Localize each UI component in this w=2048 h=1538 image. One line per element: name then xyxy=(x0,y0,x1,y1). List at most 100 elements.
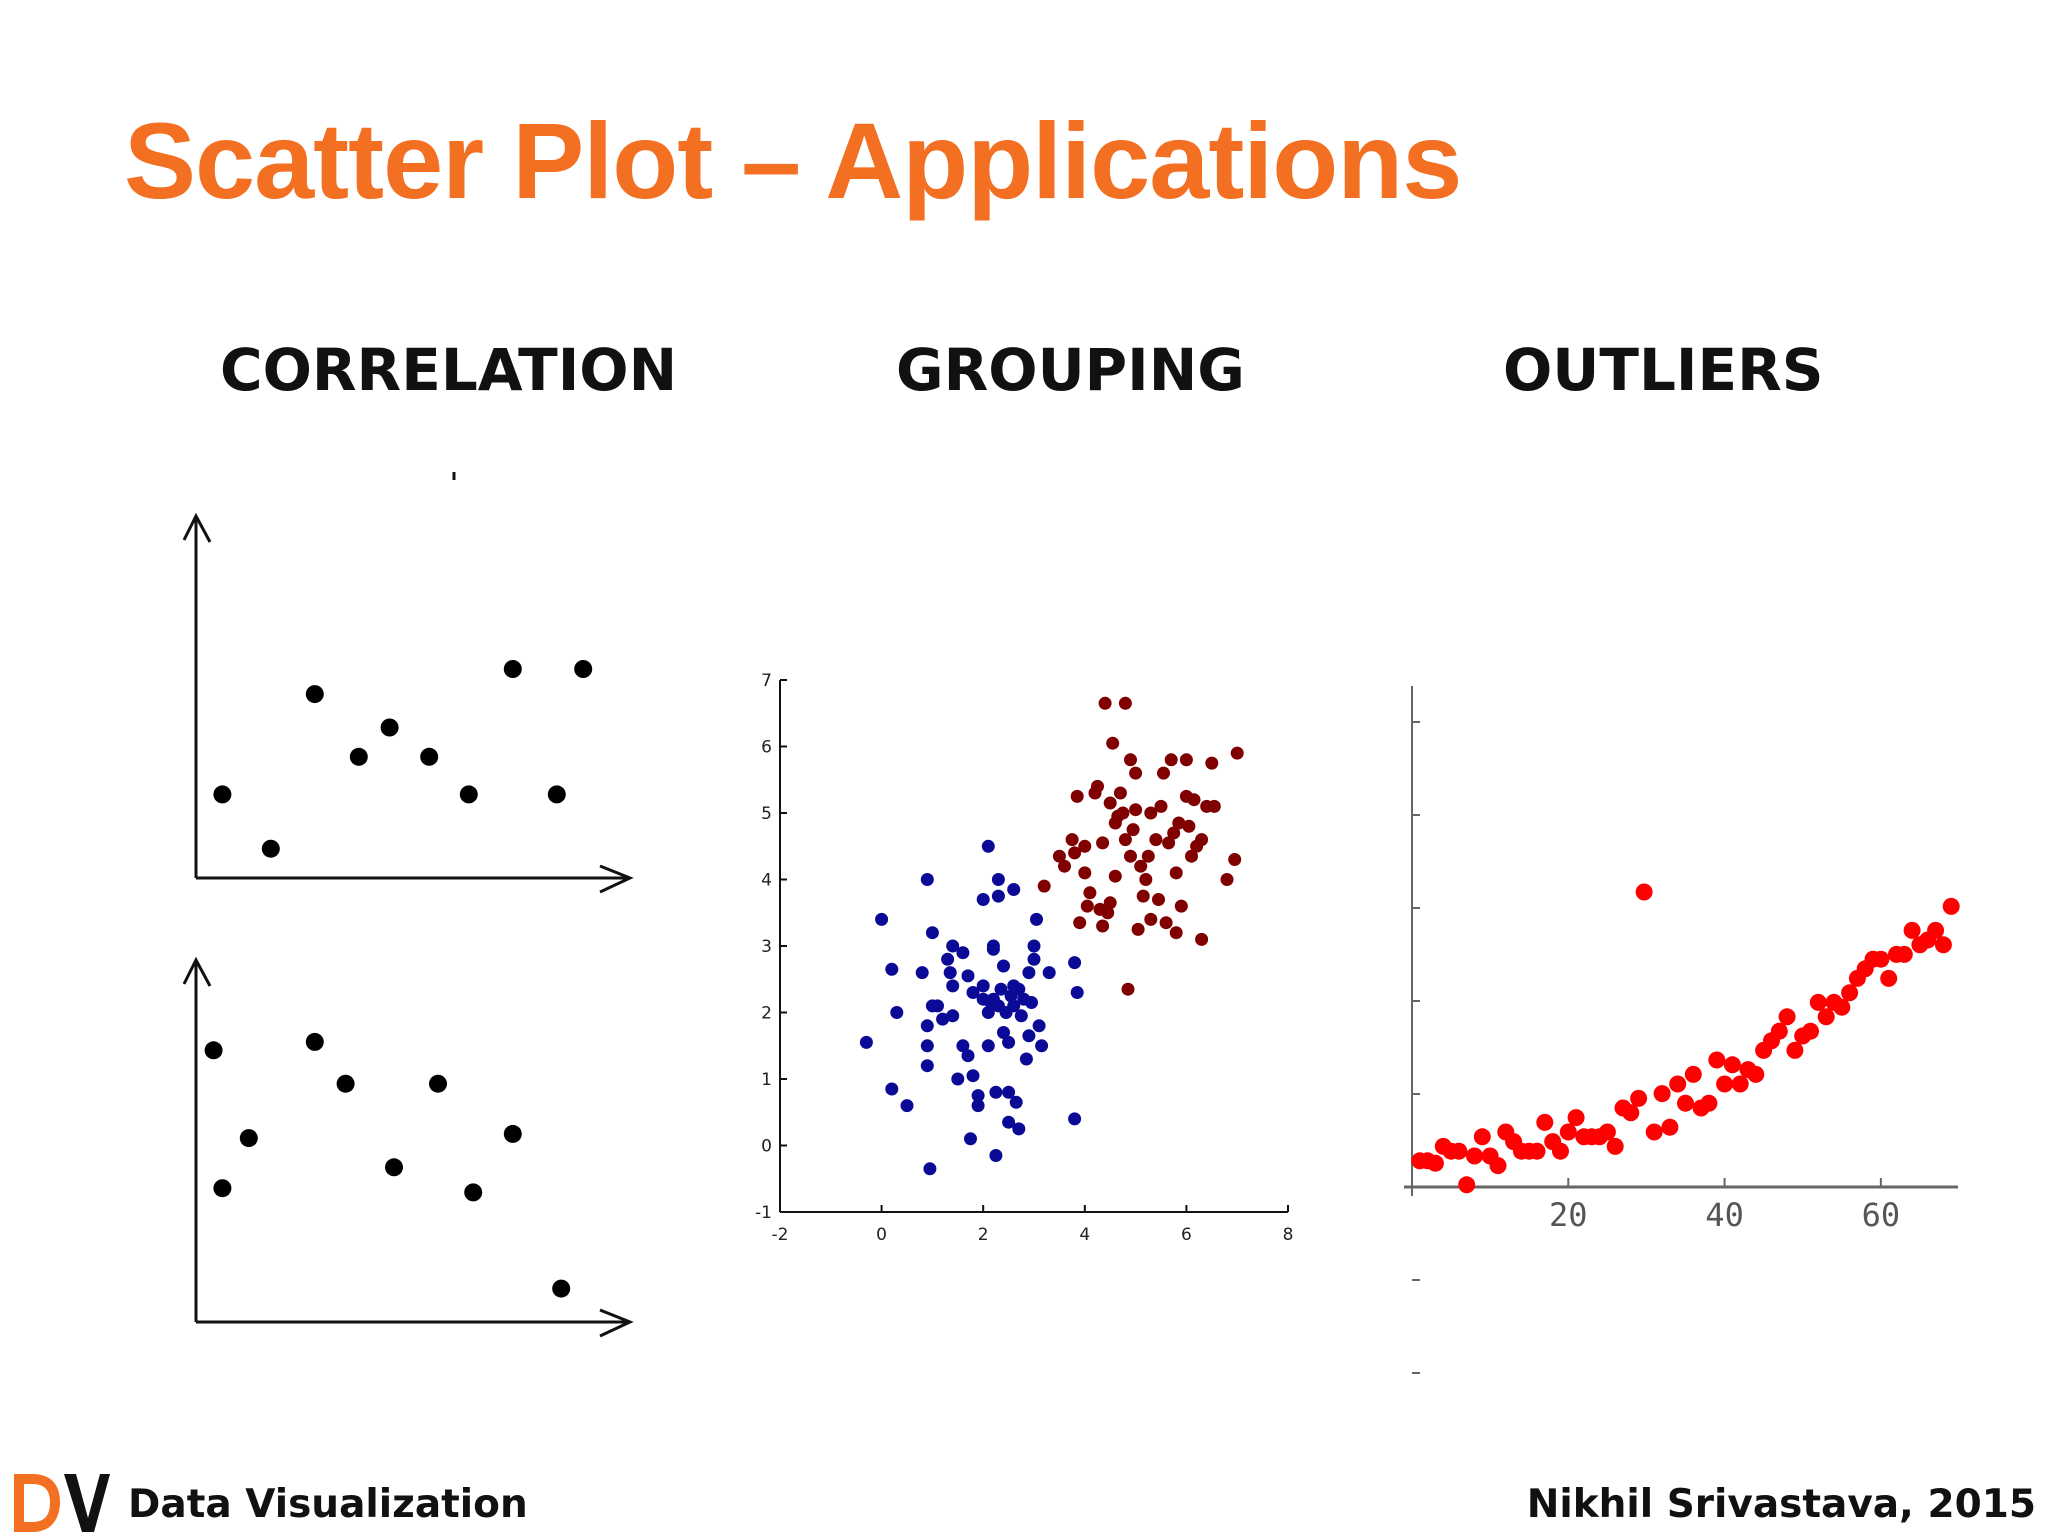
data-point xyxy=(1903,921,1921,939)
correlation-bottom-axes xyxy=(182,956,634,1338)
data-point xyxy=(1096,919,1110,933)
data-point xyxy=(1080,899,1094,913)
data-point xyxy=(503,1124,522,1143)
data-point xyxy=(1073,916,1087,930)
data-point xyxy=(951,1072,965,1086)
data-point xyxy=(946,979,960,993)
grouping-heading: GROUPING xyxy=(896,336,1245,404)
data-point xyxy=(1014,1009,1028,1023)
data-point xyxy=(464,1183,483,1202)
data-point xyxy=(261,839,280,858)
correlation-top-x-arrow xyxy=(599,864,634,894)
data-point xyxy=(1606,1137,1624,1155)
data-point xyxy=(1065,833,1079,847)
data-point xyxy=(920,873,934,886)
data-point xyxy=(1116,806,1130,820)
data-point xyxy=(1009,1095,1023,1109)
data-point xyxy=(1101,906,1115,920)
data-point xyxy=(1172,816,1186,830)
y-tick-label: 5 xyxy=(761,804,772,824)
data-point xyxy=(976,979,990,993)
data-point xyxy=(1002,1085,1016,1099)
data-point xyxy=(1091,779,1104,793)
outliers-points xyxy=(1411,883,1960,1194)
data-point xyxy=(890,1006,904,1019)
data-point xyxy=(900,1099,914,1113)
y-tick-label: 7 xyxy=(761,671,772,691)
data-point xyxy=(1169,926,1183,940)
y-tick-label: -1 xyxy=(755,1203,772,1223)
data-point xyxy=(1134,859,1148,873)
data-point xyxy=(204,1041,223,1060)
data-point xyxy=(981,1039,995,1053)
data-point xyxy=(1007,999,1021,1013)
data-point xyxy=(420,747,439,766)
data-point xyxy=(1723,1056,1741,1074)
data-point xyxy=(1466,1147,1483,1165)
y-tick-label: 1 xyxy=(761,1070,772,1090)
data-point xyxy=(989,1149,1003,1162)
data-point xyxy=(994,982,1008,996)
data-point xyxy=(1187,793,1201,807)
data-point xyxy=(1167,826,1181,840)
data-point xyxy=(305,1032,324,1051)
data-point xyxy=(986,942,1000,956)
data-point xyxy=(305,685,324,704)
correlation-top-points xyxy=(213,660,593,858)
data-point xyxy=(1154,799,1168,813)
data-point xyxy=(1096,836,1110,850)
data-point xyxy=(213,785,232,804)
data-point xyxy=(1677,1094,1694,1112)
data-point xyxy=(1152,893,1165,906)
x-tick-label: 4 xyxy=(1079,1225,1090,1245)
data-point xyxy=(574,660,593,678)
data-point xyxy=(1022,1029,1036,1043)
data-point xyxy=(966,1069,980,1083)
data-point xyxy=(1068,1112,1082,1126)
data-point xyxy=(1880,969,1898,987)
data-point xyxy=(1661,1118,1679,1136)
data-point xyxy=(1536,1113,1554,1131)
footer-author: Nikhil Srivastava, 2015 xyxy=(1526,1482,2036,1527)
data-point xyxy=(1149,833,1163,847)
data-point xyxy=(1103,796,1117,810)
x-tick-label: 2 xyxy=(978,1225,989,1245)
data-point xyxy=(1103,896,1117,910)
data-point xyxy=(1126,823,1140,837)
data-point xyxy=(1179,753,1193,767)
data-point xyxy=(920,1019,934,1033)
data-point xyxy=(1035,1039,1049,1053)
data-point xyxy=(1124,753,1137,767)
data-point xyxy=(1129,803,1143,817)
data-point xyxy=(941,952,955,966)
outliers-ticks: 20 40 60 xyxy=(1412,721,1900,1374)
data-point xyxy=(1078,866,1092,880)
data-point xyxy=(1528,1142,1546,1160)
data-point xyxy=(1716,1075,1734,1093)
data-point xyxy=(956,946,970,960)
data-point xyxy=(946,939,960,953)
correlation-top-axes xyxy=(182,512,634,894)
data-point xyxy=(1778,1008,1796,1026)
correlation-top-y-arrow xyxy=(182,512,212,543)
data-point xyxy=(1942,897,1960,915)
data-point xyxy=(961,969,975,983)
data-point xyxy=(1139,873,1153,886)
data-point xyxy=(1635,883,1653,901)
data-point xyxy=(1230,746,1244,760)
correlation-bottom-y-arrow xyxy=(182,956,212,987)
data-point xyxy=(1083,886,1097,900)
data-point xyxy=(920,1059,934,1073)
data-point xyxy=(1136,889,1150,903)
data-point xyxy=(1458,1176,1476,1194)
data-point xyxy=(1653,1085,1671,1103)
data-point xyxy=(1598,1123,1616,1141)
data-point xyxy=(1012,982,1026,996)
data-point xyxy=(1022,966,1036,980)
data-point xyxy=(1567,1109,1585,1127)
data-point xyxy=(966,986,980,999)
data-point xyxy=(1934,936,1952,954)
